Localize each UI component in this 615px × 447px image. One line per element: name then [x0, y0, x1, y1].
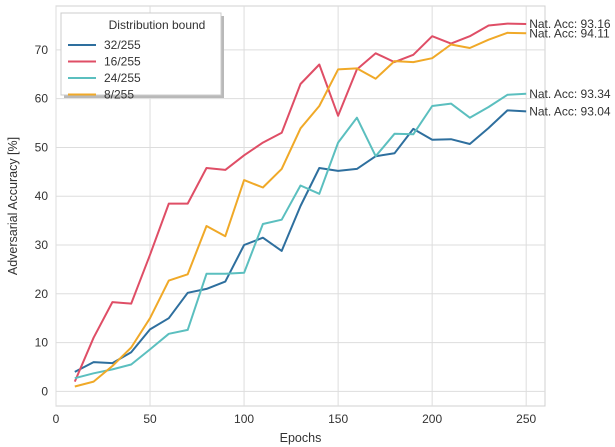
y-tick-label: 50 [35, 140, 49, 154]
y-axis-ticks: 0 10 20 30 40 50 60 70 [35, 43, 49, 398]
nat-acc-annotation: Nat. Acc: 93.34 [529, 87, 611, 101]
legend-entry-label: 8/255 [104, 88, 134, 102]
series-group [73, 22, 527, 388]
series-line-3 [74, 92, 527, 380]
nat-acc-annotation: Nat. Acc: 94.11 [529, 26, 610, 40]
series-line-4 [74, 31, 527, 388]
x-tick-label: 200 [422, 412, 442, 426]
x-tick-label: 50 [143, 412, 157, 426]
series-line-1 [74, 109, 527, 373]
y-tick-label: 40 [35, 189, 49, 203]
x-tick-label: 150 [328, 412, 348, 426]
y-tick-label: 20 [35, 287, 49, 301]
x-tick-label: 0 [53, 412, 60, 426]
x-axis-ticks: 0 50 100 150 200 250 [53, 412, 537, 426]
y-tick-label: 10 [35, 336, 49, 350]
legend-entry-label: 32/255 [104, 38, 141, 52]
y-axis-label: Adversarial Accuracy [%] [6, 137, 20, 275]
y-tick-label: 70 [35, 43, 49, 57]
x-tick-label: 250 [516, 412, 536, 426]
legend-title: Distribution bound [109, 18, 206, 32]
y-tick-label: 0 [41, 384, 48, 398]
legend: Distribution bound 32/255 16/255 24/255 8/2… [60, 12, 224, 102]
legend-box [60, 12, 222, 96]
x-axis-label: Epochs [280, 431, 322, 445]
legend-entry-label: 16/255 [104, 55, 141, 69]
legend-items: 32/255 16/255 24/255 8/255 [68, 38, 141, 102]
y-tick-label: 30 [35, 238, 49, 252]
nat-acc-annotation: Nat. Acc: 93.04 [529, 104, 611, 118]
x-tick-label: 100 [234, 412, 254, 426]
y-tick-label: 60 [35, 92, 49, 106]
legend-entry-label: 24/255 [104, 71, 141, 85]
nat-acc-annotation: Nat. Acc: 93.16 [529, 17, 611, 31]
